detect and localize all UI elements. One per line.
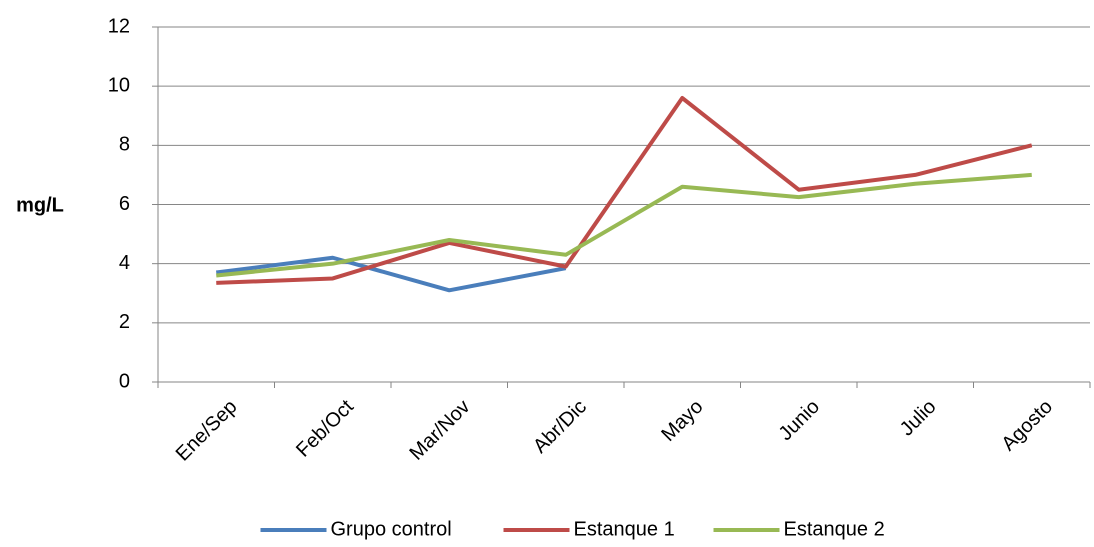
x-tick-label: Junio (775, 396, 824, 445)
y-axis-label: mg/L (16, 194, 64, 216)
x-tick-label: Feb/Oct (292, 395, 358, 461)
legend-label: Grupo control (331, 518, 452, 540)
legend-label: Estanque 1 (574, 518, 675, 540)
y-tick-label: 10 (108, 74, 130, 96)
data-line (216, 172, 1032, 278)
legend-label: Estanque 2 (784, 518, 885, 540)
x-tick-label: Agosto (997, 396, 1057, 456)
y-tick-label: 6 (119, 193, 130, 215)
x-tick-label: Mayo (657, 396, 707, 446)
x-tick-label: Abr/Dic (529, 396, 591, 458)
x-tick-label: Mar/Nov (406, 396, 475, 465)
y-tick-label: 0 (119, 370, 130, 392)
x-tick-label: Julio (896, 396, 941, 441)
y-tick-label: 12 (108, 15, 130, 37)
data-line (216, 96, 1033, 285)
y-tick-label: 8 (119, 134, 130, 156)
y-tick-label: 4 (119, 252, 130, 274)
y-tick-label: 2 (119, 311, 130, 333)
x-tick-label: Ene/Sep (172, 396, 242, 466)
data-line (215, 255, 567, 293)
